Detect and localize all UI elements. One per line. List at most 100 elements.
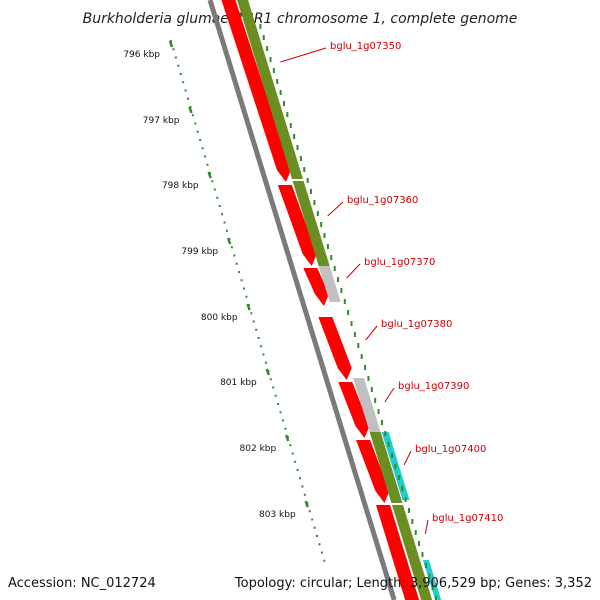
outer-dash: [310, 189, 313, 194]
scale-dot: [218, 205, 221, 207]
outer-dash: [360, 354, 363, 359]
outer-dash: [414, 530, 417, 535]
scale-dot: [230, 246, 233, 249]
scale-ticks: 796 kbp 797 kbp 798 kbp 799 kbp 800 kbp 801 k…: [123, 40, 326, 562]
gene-leader-line: [365, 325, 378, 341]
major-tick: [207, 171, 212, 179]
gene-feature: [292, 181, 330, 266]
outer-dash: [418, 541, 421, 546]
scale-dot: [221, 213, 224, 216]
gene-feature: [369, 432, 403, 503]
gene-leader-line: [403, 450, 412, 466]
scale-dot: [196, 130, 199, 133]
cds-feature: [376, 505, 420, 600]
tick-label: 802 kbp: [240, 444, 277, 454]
scale-dot: [289, 444, 292, 447]
outer-dash: [303, 167, 306, 172]
cds-feature: [277, 185, 317, 266]
cds-feature: [338, 382, 370, 438]
outer-dash: [404, 497, 407, 502]
scale-dot: [298, 477, 301, 480]
scale-dot: [187, 97, 190, 100]
scale-dot: [250, 312, 253, 315]
scale-dot: [313, 526, 316, 529]
scale-dot: [201, 147, 204, 150]
scale-dot: [311, 518, 314, 521]
outer-dash: [421, 552, 424, 557]
gene-labels: bglu_1g07350 bglu_1g07360 bglu_1g07370bglu…: [280, 41, 503, 535]
outer-dash: [380, 420, 383, 425]
scale-dot: [262, 353, 265, 356]
scale-dot: [174, 56, 177, 59]
scale-dot: [291, 452, 294, 455]
outer-dash: [293, 134, 296, 139]
outer-dash: [407, 508, 410, 513]
gene-leader-line: [424, 519, 429, 535]
scale-dot: [179, 73, 182, 75]
outer-dash: [357, 343, 360, 348]
scale-dot: [216, 196, 219, 199]
gene-leader-line: [346, 263, 361, 279]
misc-feature: [353, 378, 381, 432]
scale-dot: [301, 485, 304, 488]
outer-dash: [350, 321, 353, 326]
scale-dot: [323, 559, 326, 562]
scale-dot: [320, 551, 323, 554]
scale-dot: [191, 114, 194, 117]
scale-dot: [281, 419, 284, 422]
outer-dash: [434, 596, 437, 600]
cds-feature: [356, 440, 390, 503]
gene-leader-line: [280, 47, 327, 63]
outer-dash: [337, 277, 340, 282]
outer-dash: [411, 519, 414, 524]
outer-dash: [333, 266, 336, 271]
outer-dash: [326, 244, 329, 249]
gene-label: bglu_1g07370: [364, 257, 435, 268]
outer-dash: [283, 101, 286, 106]
outer-dash: [424, 563, 427, 568]
map-title: Burkholderia glumae BGR1 chromosome 1, c…: [83, 11, 518, 27]
gene-label: bglu_1g07410: [432, 513, 503, 524]
gene-feature: [237, 0, 303, 179]
major-tick: [285, 434, 290, 442]
scale-dot: [177, 64, 180, 67]
outer-dash: [367, 376, 370, 381]
outer-dash: [313, 200, 316, 205]
outer-dash: [266, 46, 269, 51]
scale-dot: [238, 271, 241, 273]
scale-dot: [277, 403, 280, 405]
outer-dash: [370, 387, 373, 392]
tick-label: 801 kbp: [220, 378, 257, 388]
scale-dot: [233, 254, 236, 257]
gene-feature: [392, 505, 433, 600]
cds-feature: [318, 317, 352, 380]
scale-dot: [225, 229, 228, 232]
outer-dash: [428, 574, 431, 579]
scale-dot: [318, 543, 321, 546]
tick-label: 797 kbp: [143, 116, 180, 126]
scale-dot: [199, 139, 202, 141]
outer-dash: [353, 332, 356, 337]
outer-dash: [431, 585, 434, 590]
scale-dot: [206, 163, 209, 166]
outer-dash: [259, 24, 262, 29]
scale-dot: [274, 394, 277, 397]
scale-dot: [240, 279, 243, 282]
scale-dot: [245, 295, 248, 298]
scale-dot: [308, 510, 311, 513]
outer-dash: [364, 365, 367, 370]
gene-label: bglu_1g07400: [415, 444, 486, 455]
tick-label: 798 kbp: [162, 181, 199, 191]
outer-dash: [340, 288, 343, 293]
outer-dash: [394, 464, 397, 469]
scale-dot: [284, 427, 287, 430]
gene-label: bglu_1g07390: [398, 381, 469, 392]
scale-dot: [257, 337, 260, 339]
scale-dot: [260, 345, 263, 348]
outer-dash: [374, 398, 377, 403]
scale-dot: [182, 81, 185, 84]
scale-dot: [172, 48, 175, 51]
scale-dot: [272, 386, 275, 389]
scale-dot: [243, 287, 246, 290]
